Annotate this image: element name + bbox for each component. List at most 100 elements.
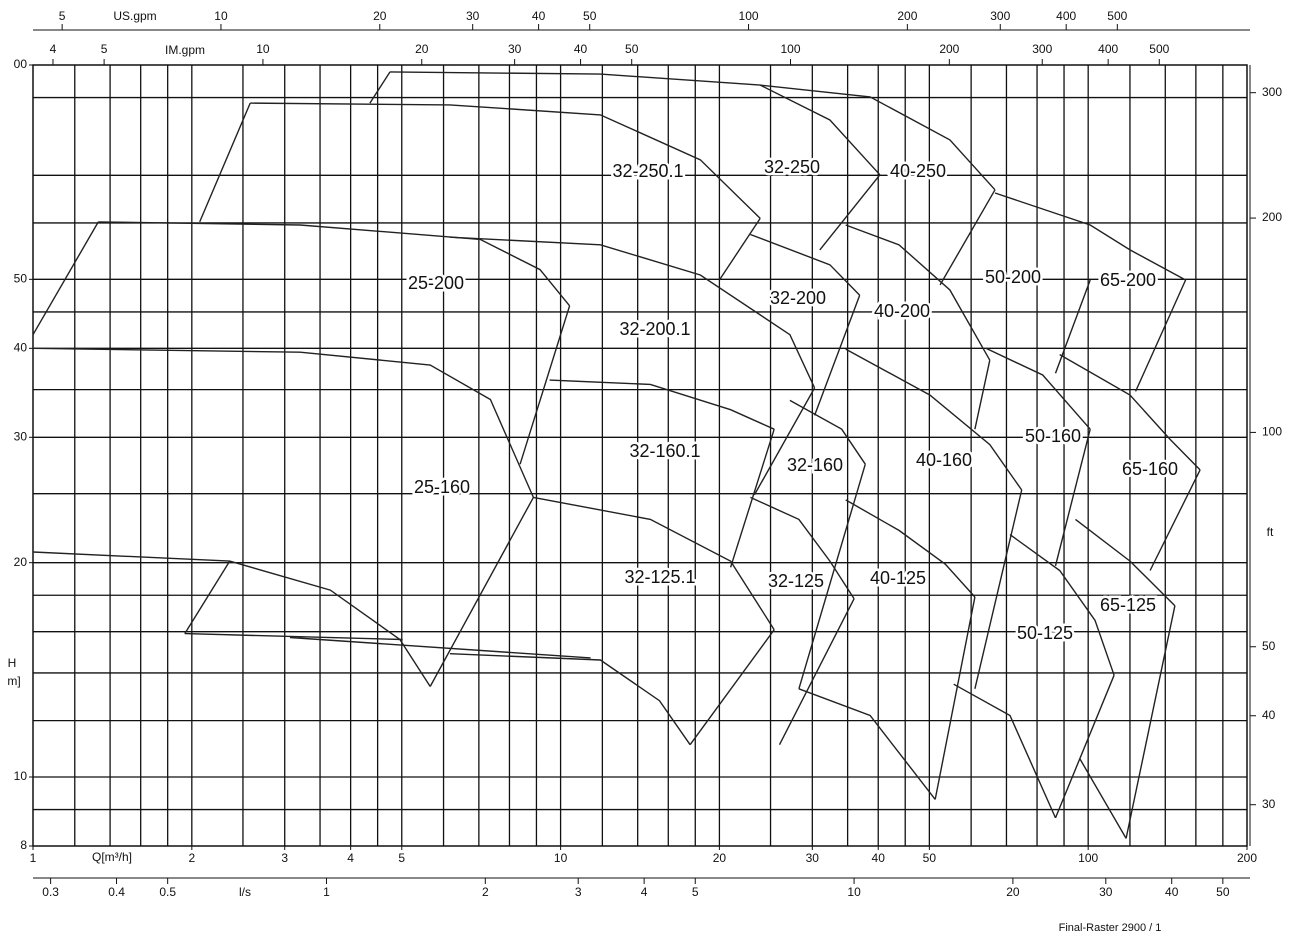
pump-curve bbox=[689, 629, 775, 746]
y2-tick-label: 100 bbox=[1262, 425, 1282, 439]
im_gpm-tick-label: 300 bbox=[1032, 42, 1052, 56]
pump-curve bbox=[750, 496, 855, 600]
pump-curve bbox=[718, 218, 761, 281]
pump-curve bbox=[369, 71, 391, 104]
pump-label: 32-160 bbox=[787, 455, 843, 475]
y-tick-label: 10 bbox=[14, 769, 28, 783]
pump-curve bbox=[974, 360, 991, 430]
y2-tick-label: 200 bbox=[1262, 210, 1282, 224]
us-gpm-title: US.gpm bbox=[113, 9, 156, 23]
pump-curve bbox=[939, 189, 996, 286]
pump-label: 40-250 bbox=[890, 161, 946, 181]
x-tick-label: 2 bbox=[188, 851, 195, 865]
pump-label: 32-160.1 bbox=[629, 441, 700, 461]
ls-tick-label: 30 bbox=[1099, 885, 1113, 899]
y-tick-label: 8 bbox=[20, 838, 27, 852]
pump-label: 40-200 bbox=[874, 301, 930, 321]
pump-curve bbox=[1054, 279, 1091, 374]
x-tick-label: 10 bbox=[554, 851, 568, 865]
us_gpm-tick-label: 200 bbox=[897, 9, 917, 23]
pump-curve bbox=[1125, 605, 1176, 839]
pump-curve bbox=[289, 636, 591, 659]
pump-label: 32-125.1 bbox=[624, 567, 695, 587]
pump-label: 50-200 bbox=[985, 267, 1041, 287]
pump-curve bbox=[974, 489, 1023, 689]
ls-tick-label: 20 bbox=[1006, 885, 1020, 899]
pump-label: 32-200.1 bbox=[619, 319, 690, 339]
pump-label: 65-125 bbox=[1100, 595, 1156, 615]
x-tick-label: 40 bbox=[872, 851, 886, 865]
pump-curve bbox=[1054, 429, 1091, 566]
pump-curve bbox=[750, 233, 861, 296]
x-tick-label: 20 bbox=[713, 851, 727, 865]
pump-label: 32-250 bbox=[764, 157, 820, 177]
pump-curve bbox=[32, 221, 99, 336]
us_gpm-tick-label: 100 bbox=[739, 9, 759, 23]
us_gpm-tick-label: 5 bbox=[59, 9, 66, 23]
pump-curve bbox=[789, 399, 866, 465]
y-axis-title: H bbox=[8, 656, 17, 670]
y2-tick-label: 40 bbox=[1262, 708, 1276, 722]
x-tick-label: 200 bbox=[1237, 851, 1257, 865]
us_gpm-tick-label: 300 bbox=[990, 9, 1010, 23]
us_gpm-tick-label: 10 bbox=[214, 9, 228, 23]
im-gpm-title: IM.gpm bbox=[165, 43, 205, 57]
ls-tick-label: 4 bbox=[641, 885, 648, 899]
us_gpm-tick-label: 400 bbox=[1056, 9, 1076, 23]
x-tick-label: 1 bbox=[30, 851, 37, 865]
pump-label: 65-200 bbox=[1100, 270, 1156, 290]
pump-label: 50-160 bbox=[1025, 426, 1081, 446]
pump-curve bbox=[934, 596, 976, 800]
ls-title: l/s bbox=[239, 885, 251, 899]
pump-curve bbox=[1079, 758, 1127, 839]
pump-curve bbox=[985, 347, 1091, 430]
y2-tick-label: 300 bbox=[1262, 85, 1282, 99]
im_gpm-tick-label: 400 bbox=[1098, 42, 1118, 56]
x-tick-label: 30 bbox=[806, 851, 820, 865]
ls-tick-label: 10 bbox=[847, 885, 861, 899]
y2-tick-label: 50 bbox=[1262, 639, 1276, 653]
pump-curve bbox=[533, 496, 775, 631]
ls-tick-label: 2 bbox=[482, 885, 489, 899]
im_gpm-tick-label: 10 bbox=[256, 42, 270, 56]
im_gpm-tick-label: 40 bbox=[574, 42, 588, 56]
pump-curve bbox=[250, 102, 761, 219]
ls-tick-label: 0.5 bbox=[159, 885, 176, 899]
y-tick-label: 40 bbox=[14, 341, 28, 355]
pump-label: 32-250.1 bbox=[612, 161, 683, 181]
pump-curve bbox=[449, 236, 816, 389]
pump-curve bbox=[760, 84, 996, 191]
pump-curve bbox=[184, 632, 403, 641]
x-axis-title: Q[m³/h] bbox=[92, 850, 132, 864]
pump-label: 32-125 bbox=[768, 571, 824, 591]
y-axis-unit: m] bbox=[7, 674, 20, 688]
im_gpm-tick-label: 100 bbox=[781, 42, 801, 56]
ls-tick-label: 0.4 bbox=[108, 885, 125, 899]
x-tick-label: 4 bbox=[347, 851, 354, 865]
im_gpm-tick-label: 200 bbox=[939, 42, 959, 56]
pump-curve bbox=[549, 379, 775, 430]
pump-curve bbox=[184, 560, 231, 634]
y-tick-label: 30 bbox=[14, 429, 28, 443]
y-tick-label: 00 bbox=[14, 57, 28, 71]
pump-curve bbox=[845, 499, 976, 598]
x-tick-label: 3 bbox=[281, 851, 288, 865]
pump-label: 40-160 bbox=[916, 450, 972, 470]
pump-curve bbox=[1149, 469, 1201, 571]
pump-label: 32-200 bbox=[770, 288, 826, 308]
pump-curve bbox=[845, 224, 991, 361]
pump-curve bbox=[798, 688, 936, 800]
pump-curve bbox=[953, 683, 1057, 819]
pump-curve bbox=[429, 497, 535, 687]
pump-curve bbox=[778, 598, 855, 746]
ls-tick-label: 0.3 bbox=[42, 885, 59, 899]
pump-label: 65-160 bbox=[1122, 459, 1178, 479]
us_gpm-tick-label: 20 bbox=[373, 9, 387, 23]
ls-tick-label: 50 bbox=[1216, 885, 1230, 899]
im_gpm-tick-label: 5 bbox=[101, 42, 108, 56]
pump-curve bbox=[845, 348, 1023, 491]
ls-tick-label: 40 bbox=[1165, 885, 1179, 899]
footer: Final-Raster 2900 / 1 bbox=[1059, 922, 1162, 934]
pump-label: 40-125 bbox=[870, 568, 926, 588]
im_gpm-tick-label: 500 bbox=[1149, 42, 1169, 56]
